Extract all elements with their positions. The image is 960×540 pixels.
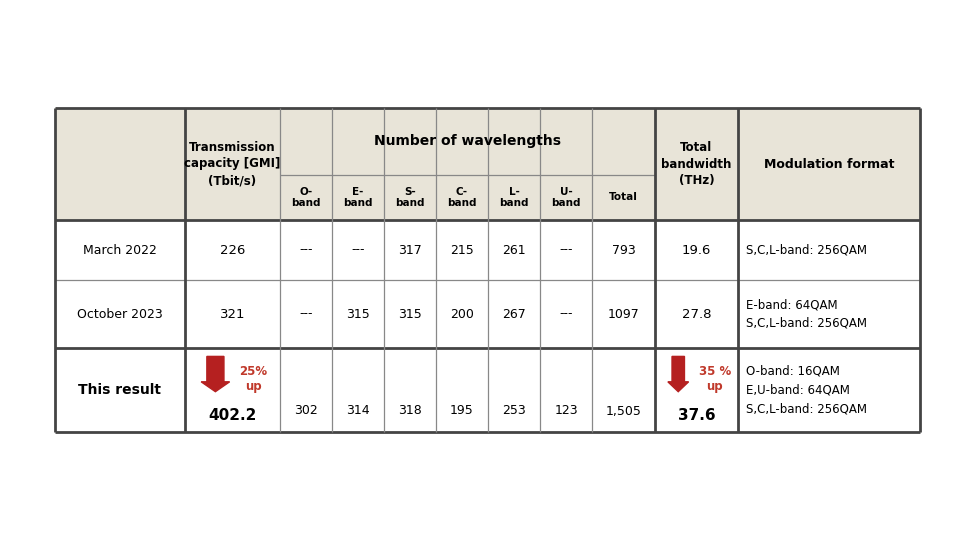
Bar	[592, 220, 655, 280]
Text: ---: ---	[300, 244, 313, 256]
Bar	[384, 348, 436, 432]
Bar	[738, 108, 920, 220]
Text: Modulation format: Modulation format	[764, 158, 895, 171]
Text: 253: 253	[502, 404, 526, 417]
Bar	[384, 220, 436, 280]
Text: 321: 321	[220, 307, 245, 321]
Bar	[55, 108, 185, 220]
Text: 315: 315	[347, 307, 370, 321]
Text: 267: 267	[502, 307, 526, 321]
Text: 27.8: 27.8	[682, 307, 711, 321]
Bar	[332, 348, 384, 432]
Bar	[185, 108, 280, 220]
Text: S-
band: S- band	[396, 187, 424, 208]
Bar	[655, 220, 738, 280]
Bar	[55, 280, 185, 348]
Text: 315: 315	[398, 307, 421, 321]
Text: 19.6: 19.6	[682, 244, 711, 256]
Text: Number of wavelengths: Number of wavelengths	[374, 134, 561, 149]
Bar	[540, 280, 592, 348]
Text: up: up	[707, 380, 723, 393]
Bar	[436, 348, 488, 432]
Bar	[592, 280, 655, 348]
Text: ---: ---	[300, 307, 313, 321]
Text: 793: 793	[612, 244, 636, 256]
Text: 226: 226	[220, 244, 245, 256]
Bar	[540, 220, 592, 280]
Text: 35 %: 35 %	[699, 365, 731, 378]
Text: 123: 123	[554, 404, 578, 417]
Text: 25%: 25%	[239, 365, 268, 378]
Text: 261: 261	[502, 244, 526, 256]
Bar	[738, 280, 920, 348]
Text: ---: ---	[351, 244, 365, 256]
Text: Transmission
capacity [GMI]
(Tbit/s): Transmission capacity [GMI] (Tbit/s)	[184, 141, 280, 187]
Bar	[488, 108, 540, 220]
Bar	[384, 108, 436, 220]
Bar	[436, 280, 488, 348]
Bar	[655, 108, 738, 220]
Text: S,C,L-band: 256QAM: S,C,L-band: 256QAM	[746, 244, 867, 256]
Bar	[332, 220, 384, 280]
Text: March 2022: March 2022	[84, 244, 156, 256]
Text: up: up	[245, 380, 262, 393]
Text: 318: 318	[398, 404, 421, 417]
Bar	[280, 220, 332, 280]
Text: 314: 314	[347, 404, 370, 417]
Text: O-
band: O- band	[291, 187, 321, 208]
Bar	[280, 280, 332, 348]
Text: E-band: 64QAM
S,C,L-band: 256QAM: E-band: 64QAM S,C,L-band: 256QAM	[746, 298, 867, 330]
Bar	[185, 280, 280, 348]
Bar	[332, 280, 384, 348]
Bar	[655, 348, 738, 432]
Bar	[738, 348, 920, 432]
Text: 195: 195	[450, 404, 474, 417]
Text: E-
band: E- band	[344, 187, 372, 208]
FancyArrow shape	[202, 356, 229, 392]
Bar	[436, 220, 488, 280]
Bar	[540, 348, 592, 432]
Bar	[655, 280, 738, 348]
Text: U-
band: U- band	[551, 187, 581, 208]
Text: 1097: 1097	[608, 307, 639, 321]
Text: 200: 200	[450, 307, 474, 321]
Text: O-band: 16QAM
E,U-band: 64QAM
S,C,L-band: 256QAM: O-band: 16QAM E,U-band: 64QAM S,C,L-band…	[746, 364, 867, 415]
Text: C-
band: C- band	[447, 187, 477, 208]
Bar	[280, 348, 332, 432]
Text: L-
band: L- band	[499, 187, 529, 208]
Text: 302: 302	[294, 404, 318, 417]
Bar	[488, 348, 540, 432]
Text: Total
bandwidth
(THz): Total bandwidth (THz)	[661, 141, 732, 187]
Bar	[540, 108, 592, 220]
Text: 37.6: 37.6	[678, 408, 715, 423]
Text: 317: 317	[398, 244, 421, 256]
Bar	[185, 220, 280, 280]
Bar	[738, 220, 920, 280]
Bar	[55, 348, 185, 432]
FancyArrow shape	[668, 356, 688, 392]
Bar	[332, 108, 384, 220]
Bar	[384, 280, 436, 348]
Bar	[55, 220, 185, 280]
Bar	[592, 108, 655, 220]
Bar	[488, 280, 540, 348]
Bar	[185, 348, 280, 432]
Bar	[488, 220, 540, 280]
Text: 215: 215	[450, 244, 474, 256]
Bar	[436, 108, 488, 220]
Text: 1,505: 1,505	[606, 404, 641, 417]
Bar	[592, 348, 655, 432]
Text: ---: ---	[560, 244, 573, 256]
Text: 402.2: 402.2	[208, 408, 256, 423]
Text: October 2023: October 2023	[77, 307, 163, 321]
Bar	[280, 108, 332, 220]
Text: Total: Total	[609, 192, 638, 202]
Text: ---: ---	[560, 307, 573, 321]
Text: This result: This result	[79, 383, 161, 397]
